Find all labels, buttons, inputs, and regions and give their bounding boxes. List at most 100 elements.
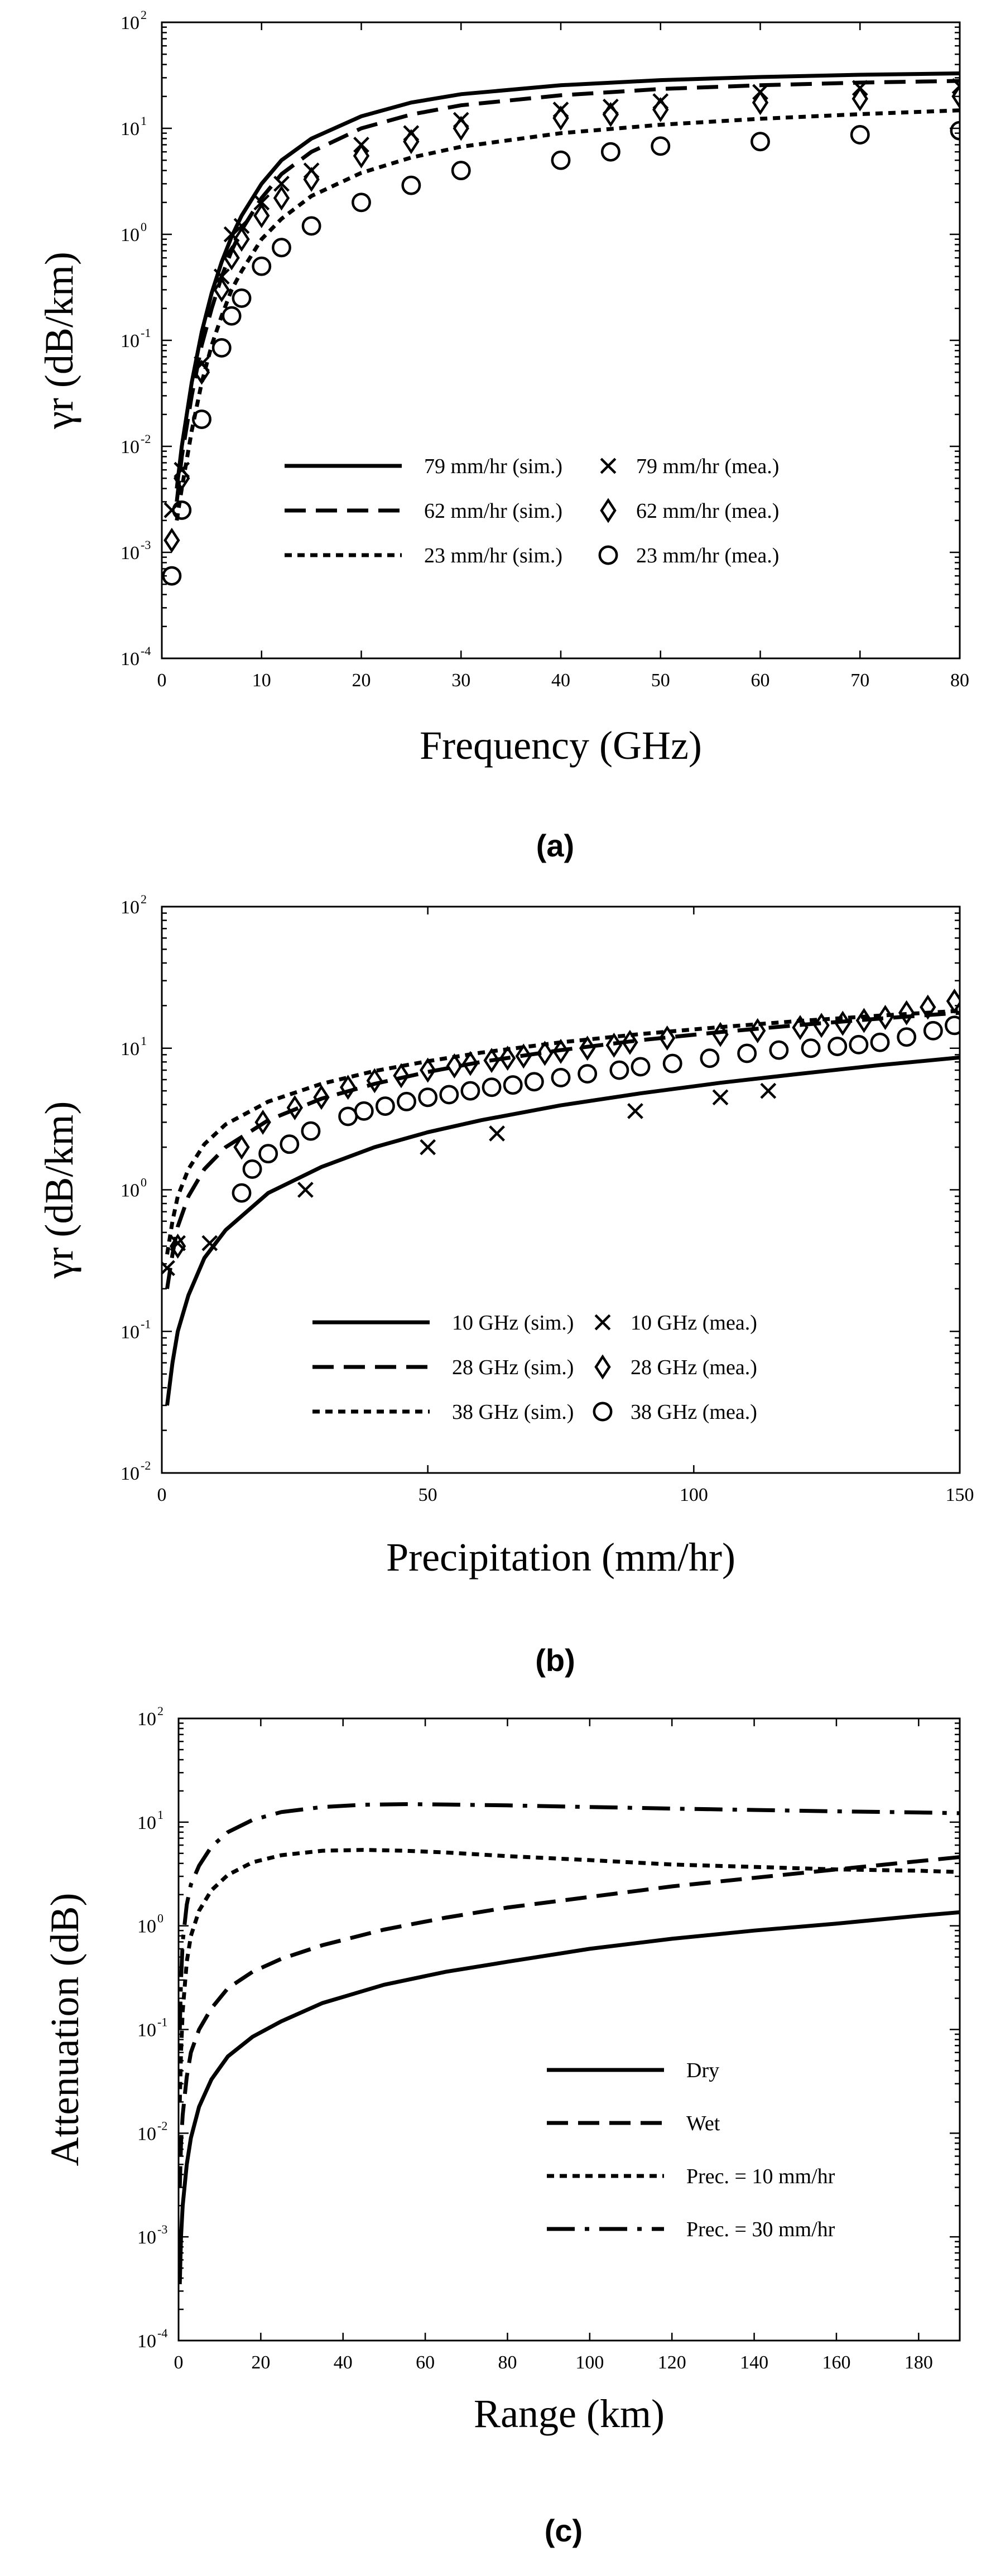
y-tick-label: 10 — [121, 1181, 139, 1201]
data-point-circle — [338, 1106, 358, 1126]
data-point-diamond — [946, 988, 960, 1014]
data-point-diamond — [253, 203, 270, 229]
data-point-diamond — [834, 1010, 851, 1036]
data-point-x — [273, 175, 290, 192]
data-point-circle — [828, 1037, 848, 1056]
data-point-diamond — [622, 1029, 638, 1055]
data-point-diamond — [877, 1005, 894, 1031]
data-point-circle — [923, 1020, 943, 1041]
plot-area — [162, 71, 960, 586]
y-tick-exponent: 1 — [157, 1808, 163, 1822]
data-point-diamond — [499, 1046, 516, 1071]
data-point-x — [233, 218, 250, 234]
data-point-x — [420, 1139, 436, 1155]
panel-caption: (b) — [535, 1643, 575, 1678]
legend-marker-x — [600, 458, 617, 474]
x-tick-label: 40 — [551, 670, 570, 691]
x-tick-label: 60 — [416, 2352, 435, 2373]
data-point-circle — [631, 1057, 651, 1077]
data-point-diamond — [652, 97, 669, 123]
data-point-circle — [849, 1034, 869, 1055]
data-point-circle — [737, 1043, 757, 1063]
y-tick-exponent: 1 — [141, 114, 147, 128]
y-tick-exponent: 2 — [141, 892, 147, 906]
y-tick-exponent: -2 — [157, 2118, 167, 2132]
legend-label: 38 GHz (mea.) — [631, 1400, 757, 1424]
data-point-diamond — [446, 1053, 463, 1078]
data-point-circle — [751, 132, 770, 152]
y-tick-label: 10 — [121, 437, 139, 458]
y-tick-label: 10 — [137, 1813, 156, 1833]
data-point-circle — [551, 150, 571, 170]
y-axis-title: γr (dB/km) — [37, 252, 81, 430]
data-point-diamond — [174, 465, 190, 491]
x-tick-label: 50 — [651, 670, 670, 691]
data-point-diamond — [419, 1057, 436, 1083]
legend-label: 38 GHz (sim.) — [452, 1400, 574, 1424]
data-point-circle — [172, 500, 192, 520]
y-tick-exponent: 2 — [141, 8, 147, 22]
series-line-3 — [175, 108, 960, 521]
y-tick-label: 10 — [137, 2020, 156, 2041]
x-tick-label: 150 — [946, 1485, 974, 1505]
y-tick-exponent: -2 — [141, 1458, 151, 1472]
data-point-diamond — [169, 1233, 186, 1259]
data-point-circle — [401, 175, 421, 195]
legend-label: Dry — [686, 2059, 719, 2082]
data-point-circle — [272, 238, 291, 258]
data-point-circle — [700, 1048, 720, 1068]
legend-marker-x — [594, 1314, 611, 1331]
data-point-x — [162, 1260, 175, 1277]
legend: 79 mm/hr (sim.) 62 mm/hr (sim.) 23 mm/hr (… — [285, 455, 779, 567]
data-point-circle — [162, 566, 182, 586]
x-tick-label: 20 — [352, 670, 371, 691]
data-point-x — [760, 1082, 777, 1099]
y-tick-label: 10 — [137, 2124, 156, 2144]
data-point-circle — [769, 1040, 789, 1060]
data-point-circle — [352, 192, 371, 213]
data-point-circle — [801, 1038, 821, 1058]
data-point-circle — [192, 410, 211, 429]
data-point-circle — [482, 1077, 502, 1097]
data-point-diamond — [233, 227, 250, 252]
data-point-diamond — [552, 105, 569, 131]
x-tick-label: 40 — [334, 2352, 353, 2373]
y-tick-exponent: -3 — [157, 2222, 167, 2236]
x-tick-label: 10 — [252, 670, 271, 691]
y-tick-exponent: -3 — [141, 538, 151, 552]
plot-frame — [161, 21, 961, 659]
panel-caption: (a) — [536, 828, 574, 863]
data-point-diamond — [605, 1032, 623, 1058]
legend-label: 28 GHz (sim.) — [452, 1356, 574, 1379]
data-point-circle — [524, 1072, 544, 1092]
data-point-circle — [870, 1032, 890, 1052]
data-point-diamond — [813, 1013, 830, 1038]
x-tick-label: 30 — [451, 670, 470, 691]
data-point-circle — [460, 1081, 480, 1101]
data-point-circle — [354, 1101, 374, 1121]
data-point-circle — [950, 121, 960, 141]
legend-label: 23 mm/hr (mea.) — [636, 544, 779, 567]
data-point-circle — [578, 1064, 598, 1084]
x-tick-label: 0 — [157, 670, 167, 691]
data-point-diamond — [393, 1063, 410, 1089]
legend-label: Wet — [686, 2112, 720, 2135]
data-point-circle — [232, 288, 252, 308]
y-tick-label: 10 — [121, 543, 139, 564]
y-tick-label: 10 — [121, 649, 139, 670]
legend-label: Prec. = 10 mm/hr — [686, 2165, 835, 2188]
data-point-diamond — [951, 84, 960, 109]
legend-label: 79 mm/hr (sim.) — [424, 455, 562, 478]
data-point-diamond — [712, 1022, 729, 1047]
panel-caption: (c) — [545, 2513, 583, 2548]
y-tick-exponent: 0 — [141, 220, 147, 234]
data-point-circle — [375, 1096, 395, 1116]
y-tick-label: 10 — [121, 331, 139, 352]
data-point-diamond — [303, 166, 320, 192]
y-tick-label: 10 — [137, 2331, 156, 2352]
data-point-diamond — [213, 277, 230, 302]
y-tick-exponent: -2 — [141, 432, 151, 446]
y-tick-exponent: -1 — [141, 1317, 151, 1331]
data-point-circle — [418, 1087, 438, 1108]
